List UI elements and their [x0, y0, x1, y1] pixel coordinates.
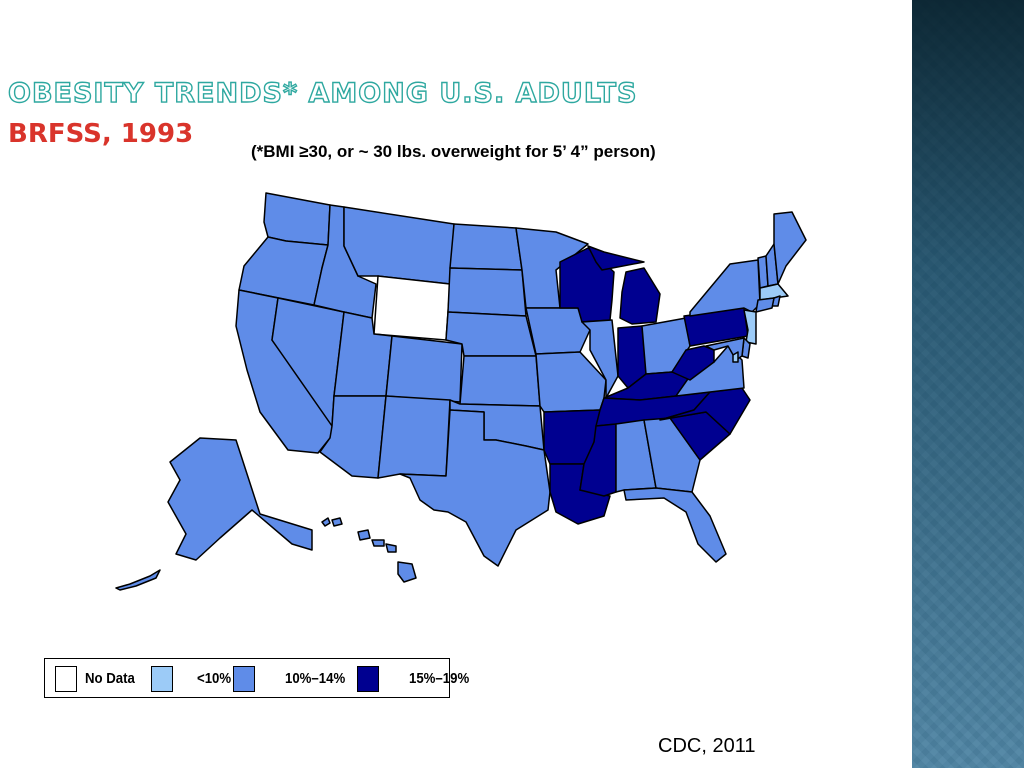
state-AK	[167, 437, 313, 561]
legend-swatch-lt10	[151, 666, 173, 692]
legend-label-15-19: 15%–19%	[409, 670, 470, 687]
state-AK-islands	[115, 569, 161, 591]
slide-subtitle: BRFSS, 1993	[8, 119, 194, 149]
state-MI-lower	[619, 267, 661, 325]
state-HI-4	[371, 539, 385, 547]
state-ND	[449, 223, 523, 271]
state-IL	[581, 319, 619, 399]
state-HI-5	[385, 543, 397, 553]
legend-swatch-no-data	[55, 666, 77, 692]
state-MN	[515, 227, 589, 309]
state-HI-6	[397, 561, 417, 583]
state-MT	[343, 206, 455, 285]
state-MA	[759, 283, 789, 301]
state-KS	[459, 355, 541, 407]
bmi-note: (*BMI ≥30, or ~ 30 lbs. overweight for 5…	[251, 142, 656, 161]
state-HI-2	[331, 517, 343, 527]
state-CT	[755, 297, 775, 313]
state-DC	[732, 351, 739, 363]
legend-swatch-10-14	[233, 666, 255, 692]
state-VA	[675, 345, 745, 397]
state-SD	[447, 267, 527, 317]
legend-swatch-15-19	[357, 666, 379, 692]
state-TX	[399, 409, 551, 567]
state-NY	[689, 259, 761, 317]
state-FL	[623, 487, 727, 563]
state-NC	[659, 387, 751, 435]
state-NM	[377, 395, 451, 479]
state-WY	[373, 275, 451, 341]
legend-label-no-data: No Data	[85, 670, 135, 687]
state-HI-1	[321, 517, 331, 527]
source-credit: CDC, 2011	[658, 735, 756, 757]
us-obesity-map	[115, 192, 807, 591]
state-WV	[671, 345, 715, 381]
slide-title: Obesity Trends* Among U.S. Adults	[7, 77, 638, 109]
legend-label-10-14: 10%–14%	[285, 670, 346, 687]
state-HI-3	[357, 529, 371, 541]
legend-label-lt10: <10%	[197, 670, 232, 687]
state-ME	[773, 211, 807, 285]
map-legend: No Data <10% 10%–14% 15%–19%	[44, 658, 469, 698]
state-NJ	[743, 309, 757, 345]
state-WA	[263, 192, 331, 246]
decorative-sidebar	[912, 0, 1024, 768]
state-CO	[385, 335, 463, 403]
state-MI	[587, 245, 645, 271]
